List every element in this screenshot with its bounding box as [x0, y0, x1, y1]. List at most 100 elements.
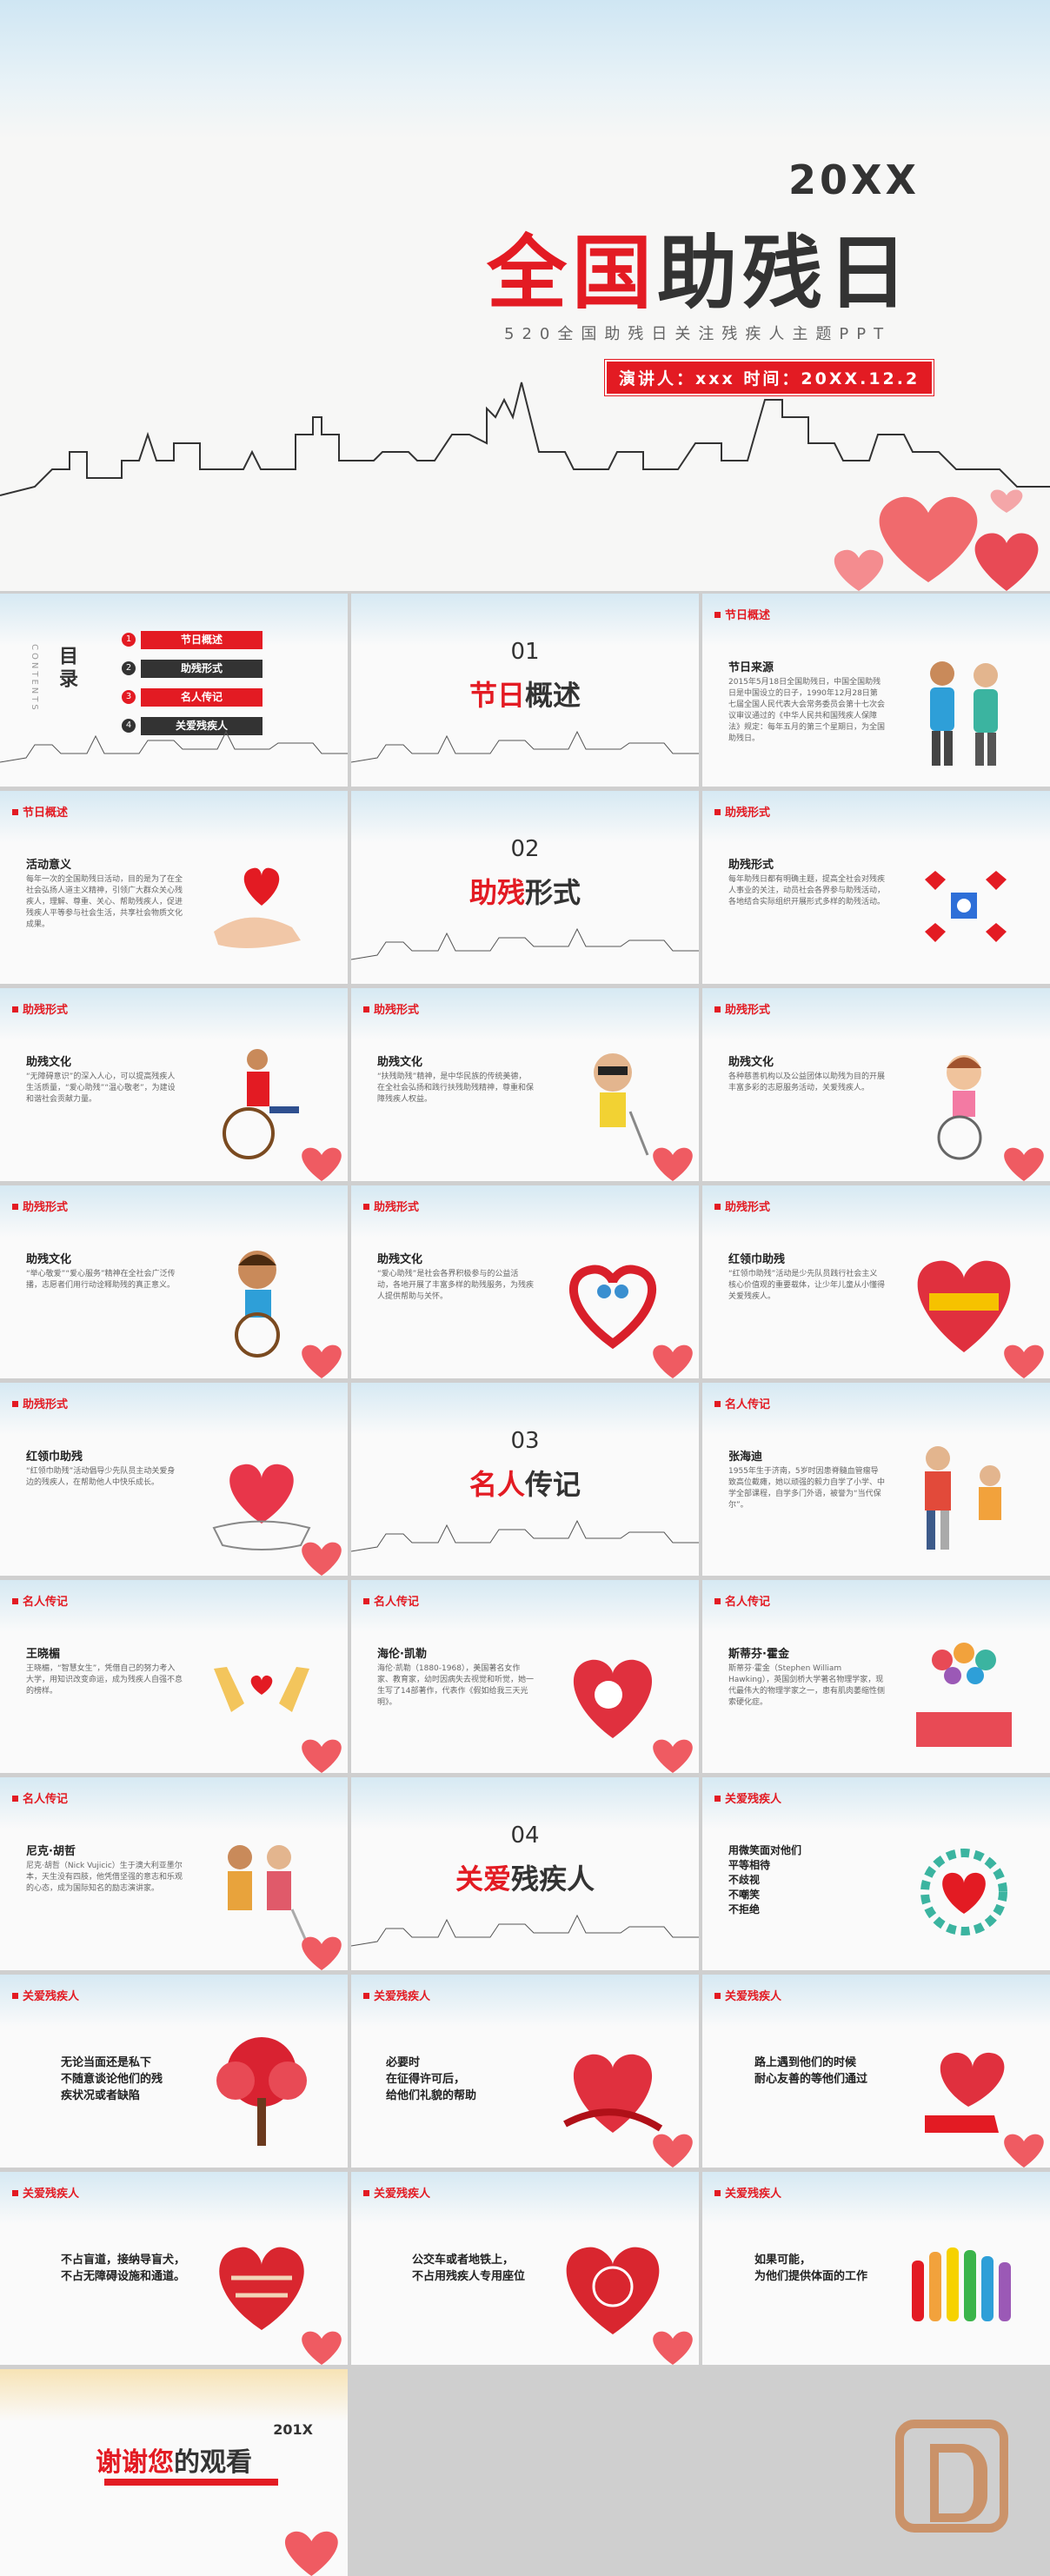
slide-tag: 关爱残疾人 [714, 1789, 781, 1806]
section-title: 名人传记 [469, 1468, 581, 1501]
blind-couple-illustration [228, 1845, 311, 1949]
balloons-people-illustration [916, 1643, 1012, 1747]
slide-heading: 王晓楣 [26, 1648, 61, 1661]
slide-tag: 助残形式 [714, 1198, 770, 1214]
hearts-decoration [1004, 2134, 1044, 2168]
slide-22: 关爱残疾人 如果可能， 为他们提供体面的工作 [702, 2172, 1050, 2365]
toc-title: 目录 [56, 646, 77, 691]
toc-item-1[interactable]: 节日概述 [141, 631, 262, 649]
slide-text: “扶残助残”精神，是中华民族的传统美德，在全社会弘扬和践行扶残助残精神，尊重和保… [377, 1072, 534, 1104]
section-number: 03 [510, 1428, 540, 1454]
slide-text: 每年一次的全国助残日活动，目的是为了在全社会弘扬人道主义精神，引领广大群众关心残… [26, 875, 183, 929]
thanks-title: 谢谢您的观看 [96, 2447, 252, 2478]
colorful-hands-icon [912, 2247, 1011, 2321]
hands-heart-icon [214, 1667, 309, 1712]
hearts-decoration [834, 489, 1039, 591]
hearts-decoration [302, 1739, 342, 1773]
skyline-icon [351, 730, 699, 763]
slide-text: “无障碍意识”的深入人心，可以提高残疾人生活质量，“爱心助残”“温心敬老”，为建… [26, 1072, 176, 1104]
hearts-decoration [1004, 1344, 1044, 1378]
slide-heading: 助残文化 [26, 1253, 72, 1266]
slide-section-1: 01 节日概述 [351, 594, 699, 787]
slide-18: 关爱残疾人 必要时 在征得许可后， 给他们礼貌的帮助 [351, 1975, 699, 2168]
hearts-decoration [302, 2331, 342, 2365]
slide-text: “红领巾助残”活动是少先队员践行社会主义核心价值观的重要载体，让少年儿童从小懂得… [728, 1270, 885, 1301]
slide-text: “爱心助残”是社会各界积极参与的公益活动，各地开展了丰富多样的助残服务，为残疾人… [377, 1270, 534, 1301]
cover-year: 20XX [788, 156, 920, 203]
slide-heading: 张海迪 [728, 1451, 763, 1464]
slide-2: 节日概述 活动意义 每年一次的全国助残日活动，目的是为了在全社会弘扬人道主义精神… [0, 791, 348, 984]
thanks-bar [104, 2479, 278, 2486]
hearts-decoration [1004, 1147, 1044, 1181]
hearts-decoration [653, 1344, 693, 1378]
slide-21: 关爱残疾人 公交车或者地铁上， 不占用残疾人专用座位 [351, 2172, 699, 2365]
slide-20: 关爱残疾人 不占盲道，接纳导盲犬， 不占无障碍设施和通道。 [0, 2172, 348, 2365]
slide-section-2: 02 助残形式 [351, 791, 699, 984]
slide-17: 关爱残疾人 无论当面还是私下 不随意谈论他们的残 疾状况或者缺陷 [0, 1975, 348, 2168]
slide-thanks: 201X 谢谢您的观看 [0, 2369, 348, 2576]
section-title: 关爱残疾人 [455, 1862, 595, 1895]
toc-item-4[interactable]: 关爱残疾人 [141, 717, 262, 735]
section-title: 助残形式 [469, 876, 581, 909]
skyline-icon [0, 730, 348, 763]
slide-heading: 活动意义 [26, 859, 72, 872]
slide-tag: 关爱残疾人 [12, 1987, 79, 2003]
slide-tag: 助残形式 [12, 1395, 68, 1411]
thanks-year: 201X [273, 2421, 313, 2438]
slide-text: 如果可能， 为他们提供体面的工作 [754, 2254, 868, 2283]
slide-section-4: 04 关爱残疾人 [351, 1777, 699, 1970]
slide-6: 助残形式 助残文化 各种慈善机构以及公益团体以助残为目的开展丰富多彩的志愿服务活… [702, 988, 1050, 1181]
cover-presenter-bar: 演讲人：xxx 时间：20XX.12.2 [603, 359, 935, 396]
slide-13: 名人传记 海伦·凯勒 海伦·凯勒（1880-1968），美国著名女作家、教育家，… [351, 1580, 699, 1773]
slide-heading: 助残文化 [377, 1056, 423, 1069]
wheelchair-heart-icon [573, 1659, 653, 1738]
slide-text: 必要时 在征得许可后， 给他们礼貌的帮助 [386, 2056, 477, 2102]
love-heart-illustration [917, 1260, 1011, 1352]
words-heart-illustration [563, 2054, 663, 2133]
city-skyline-illustration [0, 382, 1050, 496]
slide-heading: 海伦·凯勒 [377, 1648, 427, 1661]
hearts-decoration [302, 1147, 342, 1181]
hands-forming-heart-illustration [219, 2247, 304, 2330]
toc-en: CONTENTS [30, 644, 39, 713]
heart-in-hands-icon [212, 1464, 311, 1550]
toc-item-3[interactable]: 名人传记 [141, 688, 262, 707]
slide-heading: 节日来源 [728, 661, 774, 674]
skyline-icon [351, 1519, 699, 1552]
section-number: 01 [510, 639, 540, 665]
slide-tag: 名人传记 [12, 1592, 68, 1609]
heart-in-hands-illustration [214, 867, 301, 948]
slide-tag: 关爱残疾人 [12, 2184, 79, 2201]
toc-num-4: 4 [122, 719, 136, 733]
slide-3: 助残形式 助残形式 每年助残日都有明确主题，提高全社会对残疾人事业的关注，动员社… [702, 791, 1050, 984]
slide-tag: 节日概述 [714, 606, 770, 622]
slide-tag: 助残形式 [12, 1000, 68, 1017]
wheelchair-man-illustration [223, 1049, 299, 1159]
watermark-logo-icon [895, 2420, 1008, 2533]
slide-text: “举心敬爱”“爱心服务”精神在全社会广泛传播，志愿者们用行动诠释助残的真正意义。 [26, 1270, 176, 1290]
hearts-decoration [302, 1542, 342, 1576]
slide-5: 助残形式 助残文化 “扶残助残”精神，是中华民族的传统美德，在全社会弘扬和践行扶… [351, 988, 699, 1181]
cover-title-red: 全国 [487, 227, 658, 320]
slide-heading: 助残文化 [26, 1056, 72, 1069]
toc-item-2[interactable]: 助残形式 [141, 660, 262, 678]
slide-toc: CONTENTS 目录 1 节日概述 2 助残形式 3 名人传记 4 关爱残疾人 [0, 594, 348, 787]
hearts-decoration [653, 2134, 693, 2168]
slide-heading: 红领巾助残 [26, 1451, 83, 1464]
slide-heading: 助残文化 [377, 1253, 423, 1266]
slide-tag: 关爱残疾人 [714, 1987, 781, 2003]
slide-7: 助残形式 助残文化 “举心敬爱”“爱心服务”精神在全社会广泛传播，志愿者们用行动… [0, 1185, 348, 1378]
slide-text: 路上遇到他们的时候 耐心友善的等他们通过 [754, 2056, 868, 2086]
slide-11: 名人传记 张海迪 1955年生于济南，5岁时因患脊髓血管瘤导致高位截瘫，她以顽强… [702, 1383, 1050, 1576]
hand-heart-icon [925, 2052, 1005, 2133]
slide-19: 关爱残疾人 路上遇到他们的时候 耐心友善的等他们通过 [702, 1975, 1050, 2168]
blind-person-illustration [594, 1053, 649, 1156]
hearts-decoration [653, 1739, 693, 1773]
slide-tag: 助残形式 [714, 803, 770, 820]
ribbon-heart-illustration [568, 1265, 657, 1350]
slide-text: 公交车或者地铁上， 不占用残疾人专用座位 [412, 2254, 526, 2283]
slide-tag: 关爱残疾人 [714, 2184, 781, 2201]
section-number: 02 [510, 836, 540, 862]
toc-num-2: 2 [122, 661, 136, 675]
skyline-icon [351, 1914, 699, 1947]
